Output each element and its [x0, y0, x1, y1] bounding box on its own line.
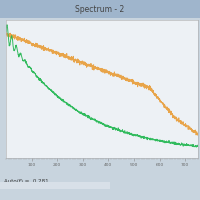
Text: Spectrum - 2: Spectrum - 2	[75, 5, 125, 14]
Text: Auto(f) =  0.281: Auto(f) = 0.281	[4, 180, 49, 184]
